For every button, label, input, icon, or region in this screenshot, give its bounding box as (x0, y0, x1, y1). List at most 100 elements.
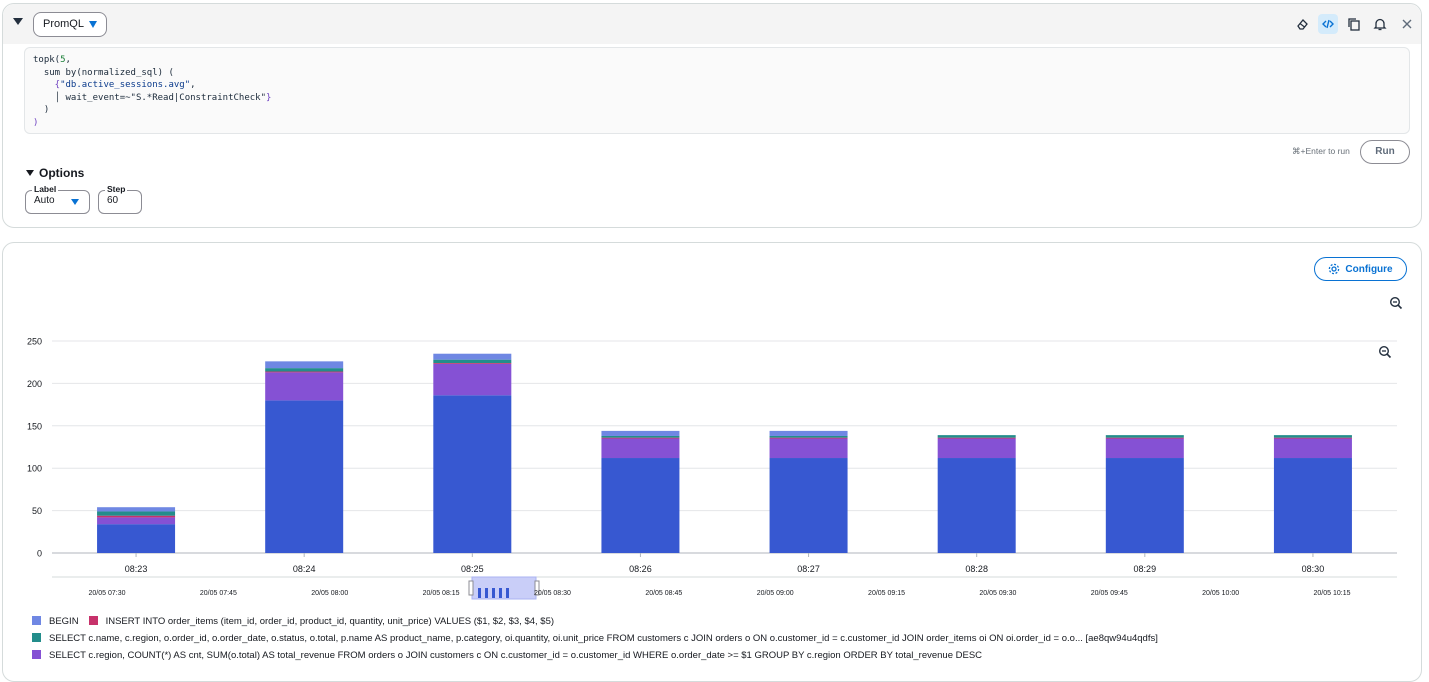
x-tick-label: 08:23 (125, 564, 148, 574)
navigator-tick-label: 20/05 07:45 (200, 590, 237, 597)
y-tick-label: 100 (27, 464, 42, 474)
bar-segment (433, 359, 512, 364)
copy-icon[interactable] (1344, 14, 1364, 34)
bar-segment (601, 430, 680, 436)
x-tick-label: 08:26 (629, 564, 652, 574)
bar-segment (1105, 437, 1184, 439)
legend-item[interactable]: INSERT INTO order_items (item_id, order_… (88, 616, 555, 627)
navigator-mini-bar (485, 588, 488, 598)
code-line: ) (33, 104, 1401, 117)
bar-segment (1105, 438, 1184, 459)
y-tick-label: 50 (32, 506, 42, 516)
collapse-toggle-icon[interactable] (13, 18, 23, 25)
caret-down-icon (26, 170, 34, 176)
eraser-icon[interactable] (1292, 14, 1312, 34)
legend-label: SELECT c.region, COUNT(*) AS cnt, SUM(o.… (49, 650, 983, 661)
code-token: sum by(normalized_sql) ( (33, 67, 174, 78)
code-line: │ wait_event=~"S.*Read|ConstraintCheck"} (33, 92, 1401, 105)
bar-segment (937, 438, 1016, 459)
query-editor[interactable]: topk(5, sum by(normalized_sql) ( {"db.ac… (24, 47, 1410, 134)
bar-segment (97, 515, 176, 518)
legend-label: INSERT INTO order_items (item_id, order_… (105, 616, 555, 627)
legend-row: SELECT c.region, COUNT(*) AS cnt, SUM(o.… (32, 650, 992, 661)
bar-segment (769, 458, 848, 553)
bar-segment (937, 435, 1016, 438)
navigator-tick-label: 20/05 08:00 (311, 590, 348, 597)
navigator-window (471, 576, 537, 600)
label-select-value: Auto (34, 195, 55, 206)
navigator-tick-label: 20/05 08:30 (534, 590, 571, 597)
code-line: ) (33, 117, 1401, 130)
bar-segment (97, 517, 176, 525)
run-hint: ⌘+Enter to run (1292, 146, 1350, 156)
code-token: "db.active_sessions.avg" (60, 80, 191, 90)
y-tick-label: 0 (37, 549, 42, 559)
bell-icon[interactable] (1370, 14, 1390, 34)
navigator-tick-label: 20/05 09:00 (757, 590, 794, 597)
bar-segment (601, 438, 680, 459)
bar-segment (1273, 437, 1352, 439)
label-select-label: Label (32, 184, 59, 194)
bar-segment (265, 371, 344, 373)
code-token: ) (33, 117, 39, 128)
bar-segment (433, 363, 512, 396)
navigator-tick-label: 20/05 09:15 (868, 590, 905, 597)
navigator-handle-left (468, 580, 474, 596)
bar-segment (937, 437, 1016, 439)
bar-segment (97, 524, 176, 553)
x-tick-label: 08:28 (965, 564, 988, 574)
legend-swatch (32, 650, 41, 659)
step-input-value: 60 (107, 195, 119, 206)
run-button[interactable]: Run (1360, 140, 1410, 164)
bar-segment (1105, 458, 1184, 553)
bar-segment (265, 368, 344, 372)
bar-segment (769, 438, 848, 459)
bar-segment (97, 511, 176, 516)
language-select-value: PromQL (43, 18, 84, 30)
x-tick-label: 08:25 (461, 564, 484, 574)
chart-panel (2, 242, 1422, 682)
bar-segment (265, 361, 344, 369)
navigator-handle-right (534, 580, 540, 596)
bar-segment (433, 353, 512, 360)
navigator-tick-label: 20/05 10:15 (1314, 590, 1351, 597)
code-token: │ wait_event=~"S.*Read|ConstraintCheck" (33, 92, 266, 103)
y-tick-label: 250 (27, 337, 42, 347)
navigator-tick-label: 20/05 07:30 (89, 590, 126, 597)
bar-segment (769, 435, 848, 438)
code-token: , (65, 55, 71, 65)
configure-button[interactable]: Configure (1314, 257, 1407, 281)
label-select[interactable]: Label Auto (25, 184, 90, 214)
legend-item[interactable]: SELECT c.name, c.region, o.order_id, o.o… (32, 633, 1158, 644)
bar-segment (265, 400, 344, 553)
navigator-mini-bar (506, 588, 509, 598)
zoom-out-icon[interactable] (1378, 345, 1392, 359)
legend-label: BEGIN (49, 616, 79, 627)
y-tick-label: 200 (27, 379, 42, 389)
code-view-icon[interactable] (1318, 14, 1338, 34)
options-toggle[interactable]: Options (26, 166, 84, 180)
legend-row: SELECT c.name, c.region, o.order_id, o.o… (32, 633, 1168, 644)
code-token: { (33, 80, 61, 90)
bar-segment (265, 372, 344, 401)
x-tick-label: 08:30 (1302, 564, 1325, 574)
close-icon[interactable] (1397, 14, 1417, 34)
legend-swatch (32, 633, 41, 642)
code-line: {"db.active_sessions.avg", (33, 79, 1401, 92)
legend-label: SELECT c.name, c.region, o.order_id, o.o… (49, 633, 1158, 644)
language-select[interactable]: PromQL (33, 12, 107, 37)
code-token: ) (33, 105, 50, 115)
stacked-bar-chart: 0 50 100 150 200 250 08:23 08:24 08:25 08:26 08:27… (27, 337, 1397, 600)
legend-item[interactable]: BEGIN (32, 616, 79, 627)
legend-swatch (32, 616, 41, 625)
legend-item[interactable]: SELECT c.region, COUNT(*) AS cnt, SUM(o.… (32, 650, 982, 661)
legend-row: BEGIN INSERT INTO order_items (item_id, o… (32, 616, 564, 627)
x-tick-label: 08:27 (797, 564, 820, 574)
step-input[interactable]: Step 60 (98, 184, 142, 214)
options-title: Options (39, 166, 85, 180)
bar-segment (769, 430, 848, 436)
navigator-tick-label: 20/05 08:45 (645, 590, 682, 597)
zoom-out-icon[interactable] (1389, 296, 1403, 310)
code-line: sum by(normalized_sql) ( (33, 67, 1401, 80)
bar-segment (97, 507, 176, 512)
